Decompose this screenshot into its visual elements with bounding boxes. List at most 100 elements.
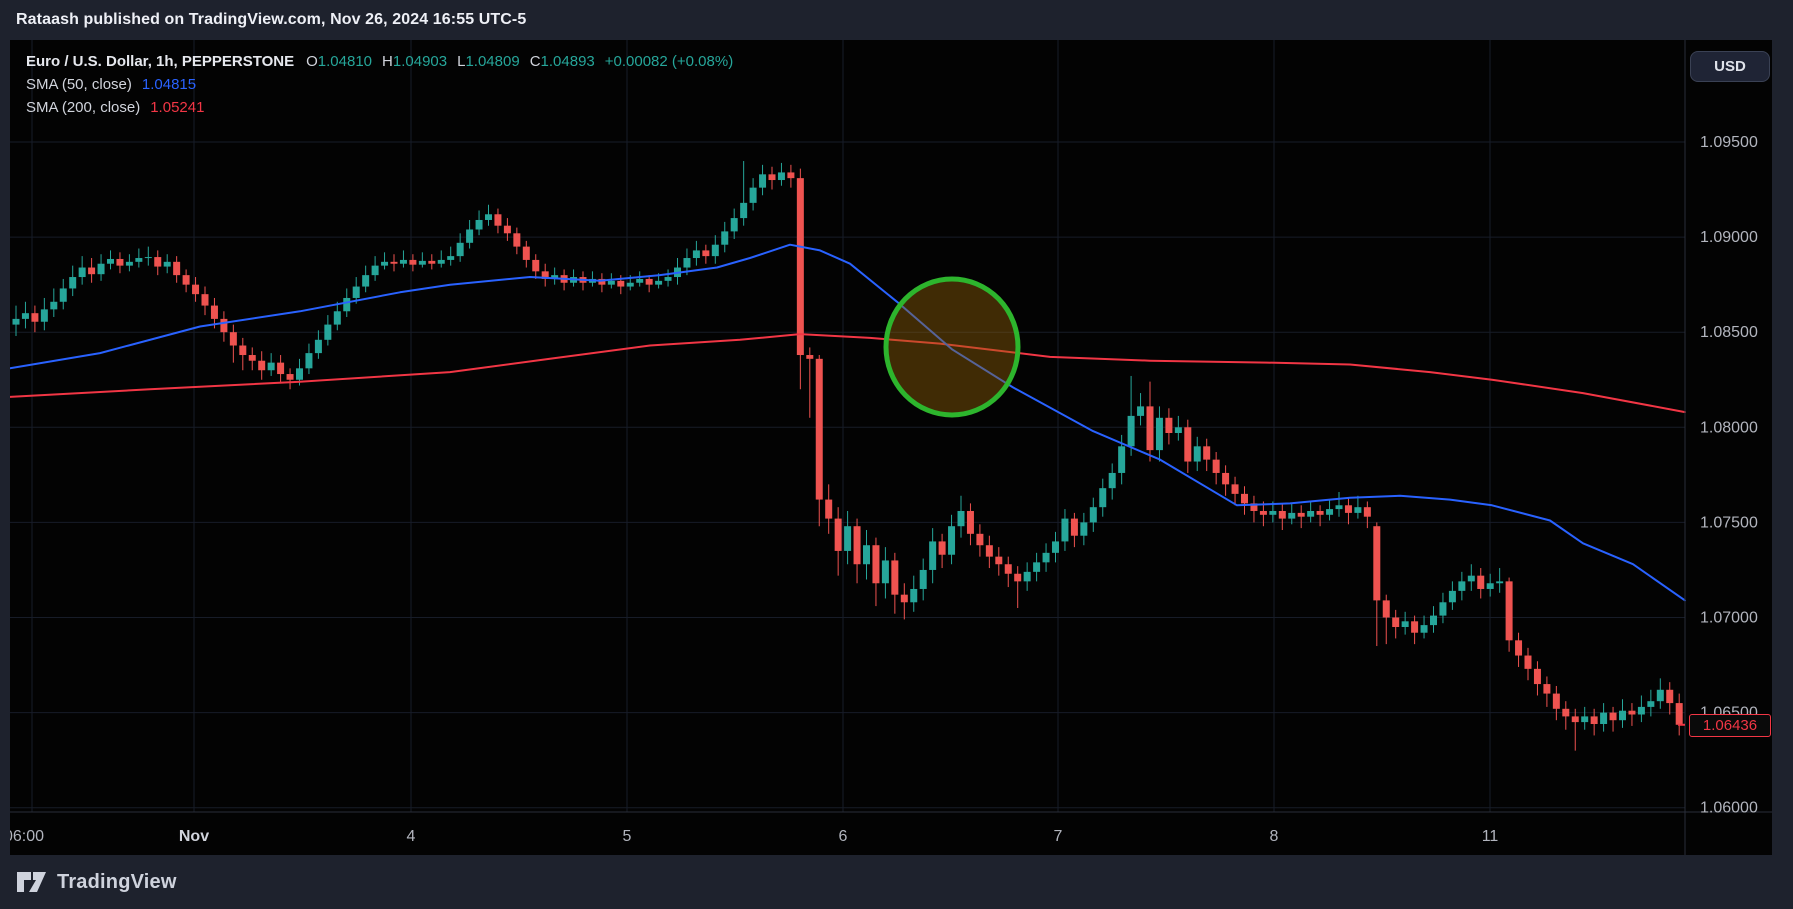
- candle-body: [135, 258, 143, 262]
- candle-body: [447, 256, 455, 260]
- candle-body: [144, 257, 152, 259]
- symbol-title: Euro / U.S. Dollar, 1h, PEPPERSTONE: [26, 53, 295, 70]
- candle-body: [881, 560, 889, 584]
- candle-body: [1562, 708, 1570, 717]
- candle-body: [976, 533, 984, 546]
- candle-body: [806, 355, 814, 359]
- candlestick-chart-canvas[interactable]: 1.09500 1.09000 1.08500 1.08000 1.07500 1.070…: [10, 40, 1772, 855]
- candle-body: [116, 258, 124, 266]
- candle-body: [1515, 640, 1523, 656]
- candle-body: [1203, 446, 1211, 460]
- candle-body: [721, 231, 729, 245]
- candle-body: [607, 280, 615, 285]
- candle-body: [948, 526, 956, 555]
- candle-body: [31, 313, 39, 322]
- price-axis-label: 1.07000: [1700, 610, 1758, 627]
- symbol-legend-row[interactable]: Euro / U.S. Dollar, 1h, PEPPERSTONE O1.0…: [26, 50, 733, 73]
- candle-body: [796, 178, 804, 356]
- price-axis-label: 1.09000: [1700, 229, 1758, 246]
- candle-body: [749, 187, 757, 203]
- price-axis-label: 1.08000: [1700, 419, 1758, 436]
- candle-body: [815, 358, 823, 500]
- sma50-legend-row[interactable]: SMA (50, close) 1.04815: [26, 73, 733, 96]
- candle-body: [1014, 573, 1022, 582]
- sma200-legend-row[interactable]: SMA (200, close) 1.05241: [26, 96, 733, 119]
- candle-body: [1382, 600, 1390, 618]
- publish-attribution-text: Rataash published on TradingView.com, No…: [16, 11, 527, 28]
- price-axis-label: 1.07500: [1700, 514, 1758, 531]
- candle-body: [1033, 562, 1041, 572]
- candle-body: [1392, 617, 1400, 628]
- candle-body: [863, 545, 870, 565]
- candle-body: [891, 560, 899, 595]
- candle-body: [541, 271, 549, 279]
- candle-body: [78, 267, 86, 278]
- candle-body: [12, 318, 20, 325]
- candle-body: [683, 258, 691, 268]
- currency-usd-button[interactable]: USD: [1690, 51, 1770, 82]
- candle-body: [995, 556, 1003, 565]
- candle-body: [1250, 503, 1258, 511]
- candle-body: [40, 309, 48, 322]
- candle-body: [1496, 581, 1504, 584]
- publish-attribution-bar: Rataash published on TradingView.com, No…: [0, 0, 1793, 40]
- candle-body: [1127, 415, 1135, 447]
- candle-body: [636, 278, 644, 283]
- candle-body: [1004, 564, 1012, 574]
- candle-body: [1401, 621, 1409, 628]
- time-axis-label: 8: [1270, 828, 1279, 845]
- candle-body: [1543, 684, 1551, 694]
- price-axis-label: 1.09500: [1700, 134, 1758, 151]
- candle-body: [1477, 575, 1485, 589]
- candle-body: [182, 275, 190, 285]
- candle-body: [1231, 484, 1239, 494]
- candle-body: [456, 242, 464, 257]
- candle-body: [97, 263, 105, 275]
- candle-body: [1600, 712, 1608, 725]
- candle-body: [428, 260, 436, 264]
- candle-body: [1288, 512, 1296, 519]
- candle-body: [1363, 507, 1371, 517]
- time-axis-label: 4: [407, 828, 416, 845]
- ohlc-low: L1.04809: [457, 53, 520, 70]
- candle-body: [437, 259, 445, 264]
- sma200-line: [10, 333, 1686, 414]
- candle-body: [1146, 406, 1154, 451]
- candle-body: [475, 219, 483, 230]
- candle-body: [267, 362, 275, 371]
- candle-body: [1061, 518, 1069, 542]
- candle-body: [768, 174, 776, 181]
- tradingview-brand-text[interactable]: TradingView: [57, 870, 177, 893]
- candle-body: [1619, 710, 1626, 721]
- candle-body: [371, 265, 379, 276]
- candle-body: [107, 258, 114, 264]
- tradingview-logo-icon[interactable]: [15, 869, 48, 895]
- candle-body: [239, 345, 247, 356]
- candle-body: [485, 214, 492, 220]
- candle-body: [655, 280, 663, 285]
- ohlc-high: H1.04903: [382, 53, 448, 70]
- footer-bar: TradingView: [0, 855, 1793, 909]
- chart-legend: Euro / U.S. Dollar, 1h, PEPPERSTONE O1.0…: [26, 50, 733, 119]
- candle-body: [1316, 510, 1324, 515]
- candle-body: [69, 277, 77, 289]
- candle-body: [1174, 427, 1182, 434]
- death-cross-circle-annotation: [883, 276, 1021, 418]
- candle-body: [1269, 510, 1277, 515]
- time-axis-label: 5: [623, 828, 632, 845]
- time-axis-label: 6: [839, 828, 848, 845]
- candle-body: [1118, 446, 1126, 473]
- candle-body: [1326, 509, 1334, 515]
- candle-body: [201, 294, 209, 306]
- candle-body: [985, 545, 993, 557]
- candle-body: [1241, 493, 1248, 504]
- candle-body: [844, 526, 852, 551]
- candle-body: [929, 541, 937, 570]
- candle-body: [853, 526, 861, 565]
- candle-body: [513, 233, 521, 247]
- candle-body: [494, 214, 502, 226]
- time-axis-label: Nov: [179, 828, 209, 845]
- price-axis-label: 1.08500: [1700, 324, 1758, 341]
- candle-body: [1155, 417, 1163, 451]
- candle-body: [1070, 518, 1078, 536]
